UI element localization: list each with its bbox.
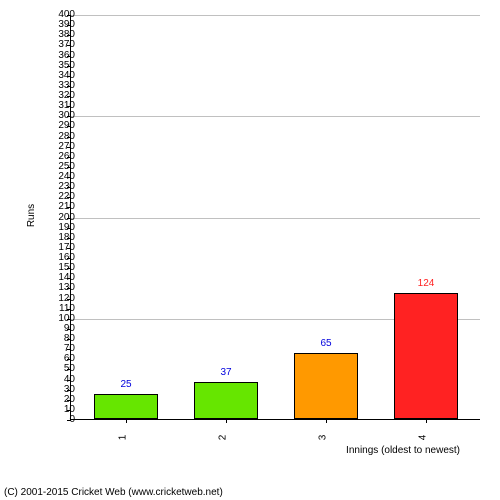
y-tick-label: 210 xyxy=(35,202,75,212)
y-tick-label: 160 xyxy=(35,253,75,263)
y-tick-label: 290 xyxy=(35,121,75,131)
y-tick-label: 60 xyxy=(35,354,75,364)
y-tick-label: 190 xyxy=(35,223,75,233)
y-tick-label: 150 xyxy=(35,263,75,273)
y-tick-label: 70 xyxy=(35,344,75,354)
y-tick-label: 300 xyxy=(35,111,75,121)
y-tick-label: 120 xyxy=(35,294,75,304)
y-tick-label: 380 xyxy=(35,30,75,40)
bar-value-label: 124 xyxy=(406,278,446,289)
y-tick-label: 240 xyxy=(35,172,75,182)
y-tick-label: 390 xyxy=(35,20,75,30)
y-tick-label: 270 xyxy=(35,142,75,152)
y-tick-label: 30 xyxy=(35,385,75,395)
y-tick-label: 100 xyxy=(35,314,75,324)
y-tick-label: 250 xyxy=(35,162,75,172)
y-tick-label: 0 xyxy=(35,415,75,425)
y-tick-label: 200 xyxy=(35,213,75,223)
bar xyxy=(94,394,158,419)
x-tick-label: 4 xyxy=(417,435,428,441)
y-tick-label: 180 xyxy=(35,233,75,243)
y-tick-label: 370 xyxy=(35,40,75,50)
y-tick-label: 360 xyxy=(35,51,75,61)
y-tick-label: 220 xyxy=(35,192,75,202)
y-tick-label: 130 xyxy=(35,283,75,293)
footer-copyright: (C) 2001-2015 Cricket Web (www.cricketwe… xyxy=(4,487,223,498)
y-tick-label: 170 xyxy=(35,243,75,253)
chart-container: Runs 253765124 Innings (oldest to newest… xyxy=(10,10,490,470)
x-tick-label: 2 xyxy=(217,435,228,441)
y-tick-label: 330 xyxy=(35,81,75,91)
bar xyxy=(394,293,458,419)
x-axis-label: Innings (oldest to newest) xyxy=(346,445,460,456)
y-tick-label: 340 xyxy=(35,71,75,81)
bar-value-label: 37 xyxy=(206,367,246,378)
y-tick-label: 20 xyxy=(35,395,75,405)
y-tick-label: 320 xyxy=(35,91,75,101)
y-tick-label: 260 xyxy=(35,152,75,162)
y-tick-label: 310 xyxy=(35,101,75,111)
bar xyxy=(294,353,358,419)
y-tick-label: 400 xyxy=(35,10,75,20)
y-tick-label: 80 xyxy=(35,334,75,344)
y-tick-label: 110 xyxy=(35,304,75,314)
y-tick-label: 350 xyxy=(35,61,75,71)
y-tick-label: 280 xyxy=(35,132,75,142)
plot-area: 25 37 65 124 xyxy=(70,15,480,420)
y-tick-label: 140 xyxy=(35,273,75,283)
x-tick-label: 1 xyxy=(117,435,128,441)
y-tick-label: 40 xyxy=(35,375,75,385)
y-tick-label: 90 xyxy=(35,324,75,334)
bar-value-label: 65 xyxy=(306,338,346,349)
bar xyxy=(194,382,258,419)
y-tick-label: 50 xyxy=(35,364,75,374)
y-tick-label: 10 xyxy=(35,405,75,415)
bar-value-label: 25 xyxy=(106,379,146,390)
x-tick-label: 3 xyxy=(317,435,328,441)
y-tick-label: 230 xyxy=(35,182,75,192)
